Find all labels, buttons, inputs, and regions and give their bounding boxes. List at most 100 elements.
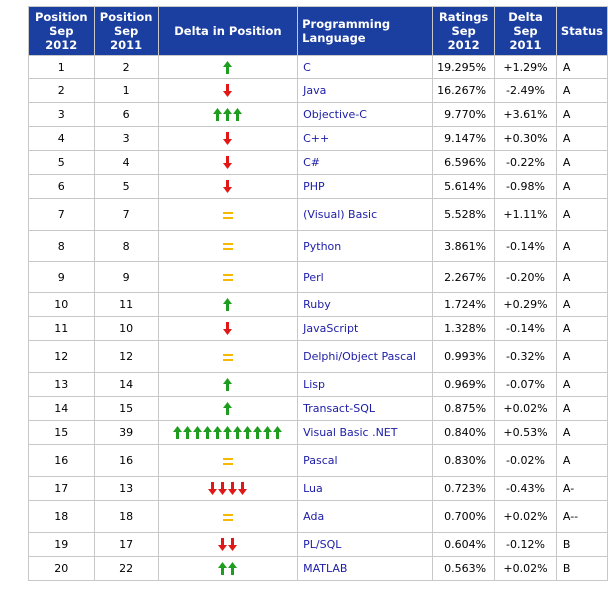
language-link[interactable]: MATLAB	[303, 562, 348, 575]
delta-rating-cell: -0.22%	[495, 151, 556, 174]
rating-cell: 19.295%	[433, 56, 495, 78]
delta-position-cell	[158, 317, 298, 340]
language-link[interactable]: Visual Basic .NET	[303, 426, 398, 439]
language-link[interactable]: Transact-SQL	[303, 402, 376, 415]
language-link[interactable]: Pascal	[303, 454, 338, 467]
language-link[interactable]: Objective-C	[303, 108, 367, 121]
table-row: 13 14 Lisp 0.969% -0.07% A	[29, 373, 607, 396]
position-2011-cell: 13	[94, 477, 158, 500]
up-arrow-icon	[193, 426, 203, 440]
table-row: 1 2 C 19.295% +1.29% A	[29, 56, 607, 78]
table-row: 5 4 C# 6.596% -0.22% A	[29, 151, 607, 174]
language-cell: MATLAB	[298, 557, 433, 580]
language-link[interactable]: (Visual) Basic	[303, 208, 378, 221]
language-link[interactable]: Perl	[303, 270, 324, 284]
position-2012-cell: 15	[29, 421, 94, 444]
language-cell: C#	[298, 151, 433, 174]
status-cell: A	[556, 175, 607, 198]
header-ratings-line2: Sep 2012	[447, 24, 480, 52]
delta-rating-cell: +0.02%	[495, 397, 556, 420]
language-link[interactable]: C#	[303, 156, 321, 169]
language-cell: Objective-C	[298, 103, 433, 126]
delta-position-cell	[158, 127, 298, 150]
rating-cell: 0.723%	[433, 477, 495, 500]
delta-position-cell	[158, 262, 298, 292]
down-arrow-icon	[223, 132, 233, 146]
delta-position-cell	[158, 103, 298, 126]
status-cell: A	[556, 79, 607, 102]
language-link[interactable]: JavaScript	[303, 322, 359, 335]
language-cell: PL/SQL	[298, 533, 433, 556]
equal-icon	[222, 274, 233, 281]
status-cell: A	[556, 231, 607, 261]
delta-position-cell	[158, 373, 298, 396]
up-arrow-icon	[223, 60, 233, 74]
status-cell: A	[556, 199, 607, 230]
position-2012-cell: 8	[29, 231, 94, 261]
status-cell: A	[556, 373, 607, 396]
position-2011-cell: 7	[94, 199, 158, 230]
language-link[interactable]: Lua	[303, 482, 323, 495]
position-2011-cell: 11	[94, 293, 158, 316]
language-link[interactable]: Java	[303, 84, 327, 97]
language-link[interactable]: C++	[303, 132, 330, 145]
language-link[interactable]: Lisp	[303, 378, 326, 391]
table-row: 19 17 PL/SQL 0.604% -0.12% B	[29, 533, 607, 556]
position-2012-cell: 3	[29, 103, 94, 126]
language-link[interactable]: Delphi/Object Pascal	[303, 350, 416, 363]
delta-rating-cell: +3.61%	[495, 103, 556, 126]
position-2011-cell: 6	[94, 103, 158, 126]
language-cell: Pascal	[298, 445, 433, 476]
up-arrow-icon	[263, 426, 273, 440]
status-cell: A	[556, 103, 607, 126]
language-cell: Java	[298, 79, 433, 102]
language-link[interactable]: PL/SQL	[303, 538, 342, 551]
rating-cell: 1.724%	[433, 293, 495, 316]
language-link[interactable]: Ada	[303, 510, 325, 523]
language-link[interactable]: Python	[303, 239, 342, 253]
delta-rating-cell: -0.07%	[495, 373, 556, 396]
language-link[interactable]: C	[303, 60, 311, 74]
delta-position-cell	[158, 199, 298, 230]
equal-icon	[222, 457, 233, 465]
delta-rating-cell: -0.02%	[495, 445, 556, 476]
position-2011-cell: 9	[94, 262, 158, 292]
rating-cell: 0.840%	[433, 421, 495, 444]
up-arrow-icon	[183, 426, 193, 440]
up-arrow-icon	[223, 402, 233, 416]
down-arrow-icon	[218, 482, 228, 496]
delta-position-cell	[158, 175, 298, 198]
language-link[interactable]: Ruby	[303, 298, 331, 311]
status-cell: A	[556, 293, 607, 316]
rating-cell: 5.528%	[433, 199, 495, 230]
position-2012-cell: 4	[29, 127, 94, 150]
position-2011-cell: 4	[94, 151, 158, 174]
position-2012-cell: 17	[29, 477, 94, 500]
language-cell: Python	[298, 231, 433, 261]
table-row: 20 22 MATLAB 0.563% +0.02% B	[29, 557, 607, 580]
delta-rating-cell: -0.12%	[495, 533, 556, 556]
rating-cell: 0.604%	[433, 533, 495, 556]
rating-cell: 0.563%	[433, 557, 495, 580]
status-cell: A	[556, 397, 607, 420]
language-cell: C	[298, 56, 433, 78]
table-row: 11 10 JavaScript 1.328% -0.14% A	[29, 317, 607, 340]
down-arrow-icon	[228, 482, 238, 496]
down-arrow-icon	[223, 322, 233, 336]
delta-position-cell	[158, 79, 298, 102]
delta-rating-cell: +0.30%	[495, 127, 556, 150]
delta-position-cell	[158, 151, 298, 174]
position-2011-cell: 39	[94, 421, 158, 444]
table-row: 17 13 Lua 0.723% -0.43% A-	[29, 477, 607, 500]
status-cell: A	[556, 445, 607, 476]
delta-rating-cell: -0.14%	[495, 231, 556, 261]
status-cell: B	[556, 557, 607, 580]
delta-position-cell	[158, 293, 298, 316]
up-arrow-icon	[233, 108, 243, 122]
language-cell: JavaScript	[298, 317, 433, 340]
language-link[interactable]: PHP	[303, 180, 325, 193]
table-body: 1 2 C 19.295% +1.29% A 2 1 Java 16.267% -2.49% A 3 6 O…	[29, 56, 607, 580]
equal-icon	[222, 513, 233, 521]
delta-rating-cell: -2.49%	[495, 79, 556, 102]
down-arrow-icon	[228, 538, 238, 552]
